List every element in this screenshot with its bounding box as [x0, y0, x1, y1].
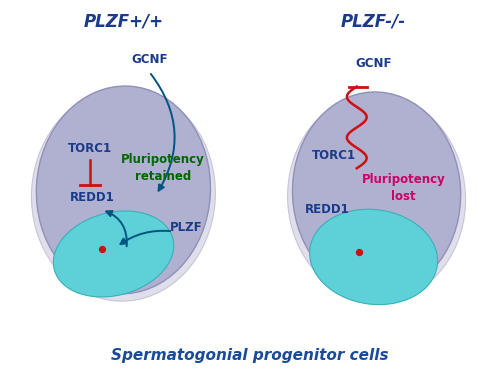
Text: GCNF: GCNF — [356, 57, 392, 70]
Ellipse shape — [32, 89, 216, 301]
Ellipse shape — [288, 94, 466, 301]
Text: TORC1: TORC1 — [312, 149, 356, 162]
Text: TORC1: TORC1 — [68, 142, 112, 155]
Text: PLZF: PLZF — [170, 221, 202, 234]
Text: PLZF-/-: PLZF-/- — [341, 13, 406, 31]
Ellipse shape — [310, 209, 438, 305]
Ellipse shape — [36, 86, 210, 294]
Text: PLZF+/+: PLZF+/+ — [84, 13, 164, 31]
Text: REDD1: REDD1 — [305, 203, 350, 216]
Text: GCNF: GCNF — [131, 54, 168, 67]
Point — [98, 246, 106, 252]
Point — [355, 249, 363, 255]
Text: Pluripotency
retained: Pluripotency retained — [121, 153, 205, 183]
Ellipse shape — [54, 211, 174, 297]
Ellipse shape — [292, 92, 460, 294]
Text: Spermatogonial progenitor cells: Spermatogonial progenitor cells — [111, 348, 389, 363]
Text: Pluripotency
lost: Pluripotency lost — [362, 173, 445, 203]
Text: REDD1: REDD1 — [70, 191, 114, 204]
